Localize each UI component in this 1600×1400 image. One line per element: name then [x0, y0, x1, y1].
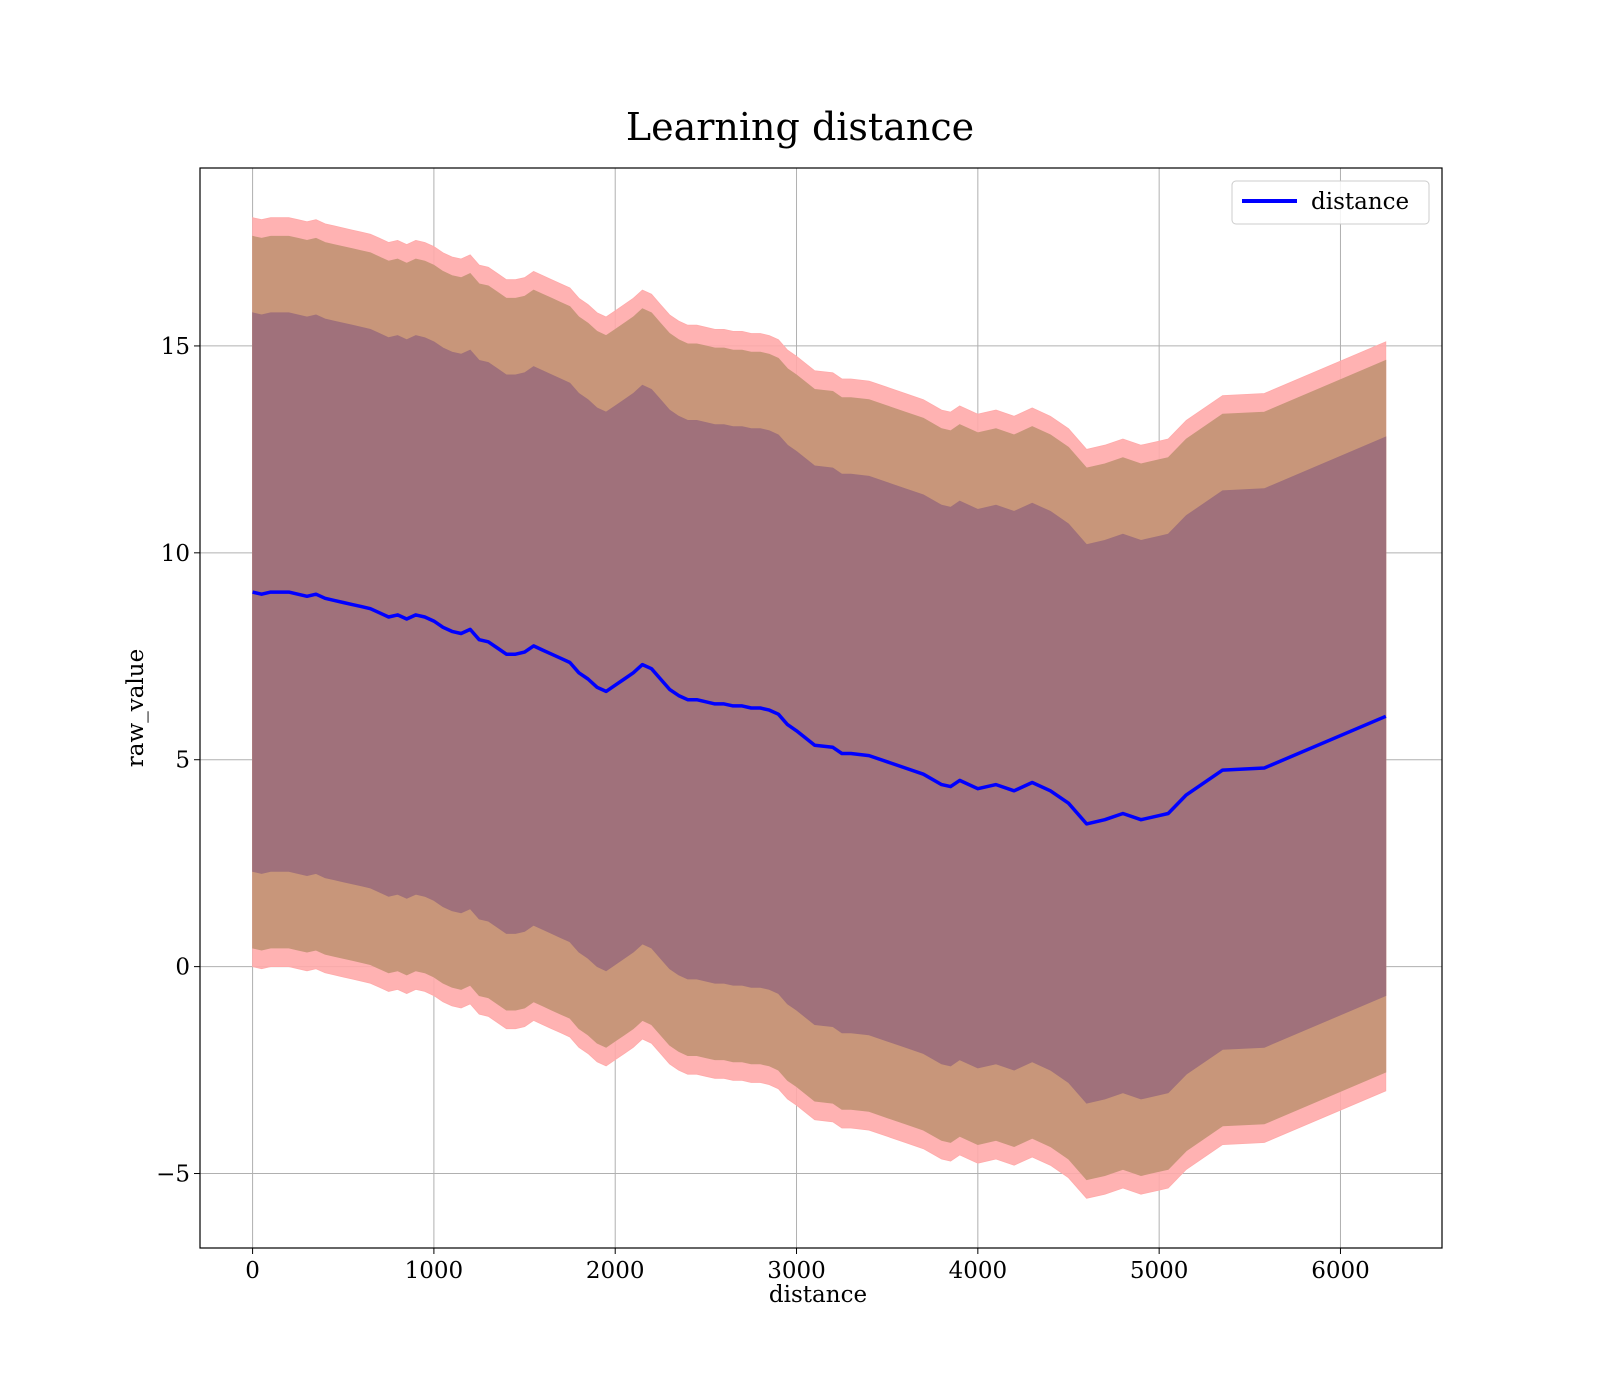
plot-frame — [199, 167, 1443, 1249]
y-tick-label: 10 — [161, 541, 190, 567]
x-tick-label: 3000 — [767, 1258, 826, 1284]
legend-entry-distance: distance — [1311, 189, 1409, 215]
series-lines — [252, 590, 1387, 826]
x-tick-label: 0 — [245, 1258, 260, 1284]
y-tick-label: 5 — [175, 748, 190, 774]
x-tick-label: 6000 — [1311, 1258, 1370, 1284]
x-axis-label: distance — [769, 1282, 867, 1308]
x-tick-label: 4000 — [949, 1258, 1008, 1284]
legend-box — [1231, 180, 1430, 225]
band-inner — [252, 312, 1387, 1104]
chart-title: Learning distance — [626, 105, 974, 149]
x-axis-ticks: 0 1000 2000 3000 4000 5000 6000 — [245, 1248, 1370, 1284]
y-tick-label: −5 — [156, 1162, 190, 1188]
x-tick-label: 5000 — [1130, 1258, 1189, 1284]
x-tick-label: 1000 — [405, 1258, 464, 1284]
confidence-bands — [252, 217, 1387, 1199]
y-axis-label: raw_value — [123, 649, 149, 767]
x-tick-label: 2000 — [586, 1258, 645, 1284]
y-tick-label: 0 — [175, 955, 190, 981]
legend: distance — [1231, 180, 1430, 225]
y-axis-ticks: −5 0 5 10 15 — [156, 334, 200, 1188]
series-line-distance — [252, 590, 1387, 826]
y-tick-label: 15 — [161, 334, 190, 360]
